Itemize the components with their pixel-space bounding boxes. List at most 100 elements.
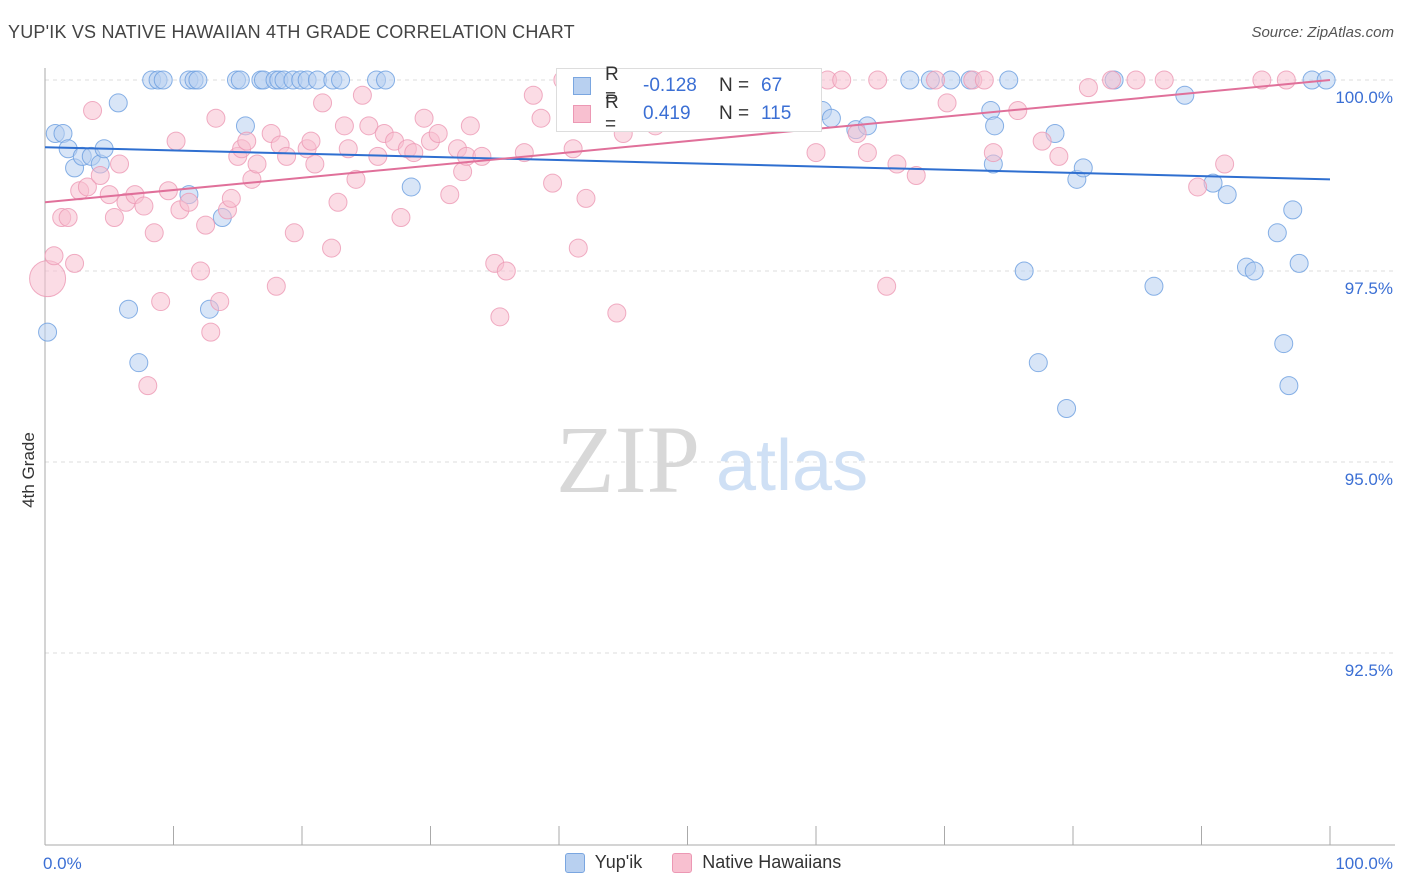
- legend-r-value: -0.128: [643, 75, 697, 96]
- native-hawaiian-point: [29, 260, 67, 298]
- native-hawaiian-point: [563, 139, 583, 159]
- trend-lines: [44, 79, 1331, 204]
- series-legend-label: Native Hawaiians: [702, 852, 842, 872]
- series-swatch-native-hawaiians: [672, 852, 693, 873]
- legend-swatch-native-hawaiians: [573, 105, 591, 123]
- yupik-point: [1244, 261, 1264, 281]
- native-hawaiian-point: [983, 143, 1003, 163]
- yupik-point: [376, 70, 396, 90]
- native-hawaiian-point: [1102, 70, 1122, 90]
- legend-r-value: 0.419: [643, 103, 691, 124]
- legend-row-yupik: R = -0.128 N = 67: [573, 64, 782, 107]
- native-hawaiian-point: [334, 116, 354, 136]
- native-hawaiian-point: [832, 70, 852, 90]
- yupik-point: [331, 70, 351, 90]
- chart-title: YUP'IK VS NATIVE HAWAIIAN 4TH GRADE CORR…: [8, 22, 575, 42]
- native-hawaiian-point: [568, 238, 588, 258]
- source-label: Source: ZipAtlas.com: [1251, 24, 1394, 41]
- native-hawaiian-point: [1078, 78, 1098, 98]
- yupik-point: [108, 93, 128, 113]
- native-hawaiian-point: [210, 292, 230, 312]
- yupik-point: [153, 70, 173, 90]
- native-hawaiian-point: [1215, 154, 1235, 174]
- axes: [44, 68, 1395, 846]
- native-hawaiian-point: [201, 322, 221, 342]
- y-tick-label: 95.0%: [1345, 470, 1393, 489]
- native-hawaiian-point: [284, 223, 304, 243]
- legend-row-native-hawaiians: R = 0.419 N = 115: [573, 92, 792, 135]
- native-hawaiian-point: [110, 154, 130, 174]
- native-hawaiian-point: [313, 93, 333, 113]
- native-hawaiian-point: [523, 85, 543, 105]
- native-hawaiian-point: [144, 223, 164, 243]
- legend-r-label: R =: [605, 64, 619, 107]
- native-hawaiian-point: [190, 261, 210, 281]
- x-tick-label: 100.0%: [1335, 854, 1393, 873]
- native-hawaiian-point: [237, 131, 257, 151]
- legend-r-label: R =: [605, 92, 619, 135]
- native-hawaiian-point: [58, 208, 78, 228]
- yupik-point: [1028, 353, 1048, 373]
- legend-swatch-yupik: [573, 77, 591, 95]
- yupik-point: [821, 108, 841, 128]
- yupik-point: [1274, 334, 1294, 354]
- native-hawaiian-point: [576, 188, 596, 208]
- native-hawaiian-point: [877, 276, 897, 296]
- watermark-zip: ZIP: [556, 406, 700, 513]
- x-tick-label: 0.0%: [43, 854, 82, 873]
- native-hawaiian-point: [65, 253, 85, 273]
- legend-n-label: N =: [719, 75, 750, 96]
- native-hawaiian-point: [338, 139, 358, 159]
- native-hawaiian-point: [460, 116, 480, 136]
- native-hawaiian-point: [104, 208, 124, 228]
- native-hawaiian-trend-line: [44, 79, 1331, 204]
- native-hawaiian-point: [926, 70, 946, 90]
- native-hawaiian-point: [391, 208, 411, 228]
- native-hawaiian-point: [206, 108, 226, 128]
- native-hawaiian-point: [531, 108, 551, 128]
- native-hawaiian-point: [1252, 70, 1272, 90]
- yupik-point: [985, 116, 1005, 136]
- stats-legend: R = -0.128 N = 67 R = 0.419 N = 115: [556, 64, 822, 135]
- native-hawaiian-point: [1126, 70, 1146, 90]
- native-hawaiian-point: [906, 166, 926, 185]
- legend-n-value: 115: [761, 103, 792, 124]
- yupik-point: [38, 322, 58, 342]
- native-hawaiian-point: [221, 188, 241, 208]
- yupik-point: [900, 70, 920, 90]
- yupik-point: [230, 70, 250, 90]
- native-hawaiian-point: [247, 154, 267, 174]
- native-hawaiian-point: [179, 192, 199, 212]
- yupik-trend-line: [44, 146, 1331, 181]
- series-legend: Yup'ik Native Hawaiians: [0, 852, 1406, 873]
- y-tick-label: 97.5%: [1345, 279, 1393, 298]
- y-tick-label: 92.5%: [1345, 661, 1393, 680]
- native-hawaiian-point: [404, 143, 424, 163]
- native-hawaiian-point: [428, 123, 448, 143]
- native-hawaiian-point: [44, 246, 64, 266]
- yupik-point: [1217, 185, 1237, 205]
- series-swatch-yupik: [564, 852, 585, 873]
- native-hawaiian-point: [806, 143, 826, 163]
- native-hawaiian-point: [857, 143, 877, 163]
- yupik-point: [1289, 253, 1309, 273]
- yupik-point: [119, 299, 139, 319]
- legend-n-label: N =: [719, 103, 750, 124]
- yupik-point: [1267, 223, 1287, 243]
- series-legend-label: Yup'ik: [594, 852, 643, 872]
- yupik-point: [401, 177, 421, 197]
- series-legend-item-yupik[interactable]: Yup'ik: [564, 852, 643, 873]
- series-legend-item-native-hawaiians[interactable]: Native Hawaiians: [672, 852, 841, 873]
- native-hawaiian-point: [543, 173, 563, 193]
- native-hawaiian-point: [1276, 70, 1296, 90]
- native-hawaiian-point: [346, 169, 366, 189]
- native-hawaiian-point: [196, 215, 216, 235]
- native-hawaiian-point: [90, 166, 110, 185]
- grid-lines: [45, 79, 1395, 654]
- native-hawaiian-point: [414, 108, 434, 128]
- native-hawaiian-point: [359, 116, 379, 136]
- native-hawaiian-point: [77, 177, 97, 197]
- native-hawaiian-point: [301, 131, 321, 151]
- y-tick-label: 100.0%: [1335, 88, 1393, 107]
